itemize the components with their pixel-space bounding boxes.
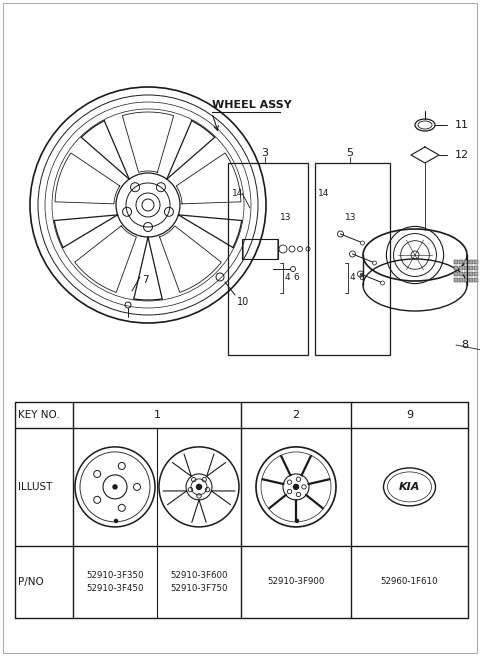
Text: 3: 3	[262, 148, 268, 158]
Text: 52910-3F600
52910-3F750: 52910-3F600 52910-3F750	[170, 571, 228, 593]
Text: 4: 4	[285, 274, 290, 283]
Text: 9: 9	[406, 410, 413, 420]
Bar	[454, 260, 457, 264]
Bar	[469, 272, 472, 276]
Bar	[454, 272, 457, 276]
Bar	[474, 266, 478, 270]
Bar	[459, 260, 463, 264]
Text: 52910-3F900: 52910-3F900	[267, 577, 324, 586]
Bar	[459, 277, 463, 282]
Text: 52960-1F610: 52960-1F610	[381, 577, 438, 586]
Bar	[454, 266, 457, 270]
Bar	[474, 272, 478, 276]
Bar	[469, 277, 472, 282]
Text: 10: 10	[237, 297, 249, 307]
Bar	[459, 272, 463, 276]
Text: 2: 2	[292, 410, 300, 420]
Text: 13: 13	[345, 213, 357, 222]
Bar	[459, 266, 463, 270]
Circle shape	[296, 520, 299, 522]
Text: 5: 5	[347, 148, 353, 158]
Bar	[454, 277, 457, 282]
Text: 6: 6	[293, 274, 299, 283]
Text: 6: 6	[358, 274, 364, 283]
Bar	[228, 163, 308, 355]
Bar	[469, 266, 472, 270]
Circle shape	[196, 484, 202, 489]
Bar	[464, 266, 468, 270]
Bar	[474, 277, 478, 282]
Text: 52910-3F350
52910-3F450: 52910-3F350 52910-3F450	[86, 571, 144, 593]
Text: 11: 11	[455, 120, 469, 130]
Text: KIA: KIA	[399, 482, 420, 492]
Text: P/NO: P/NO	[18, 577, 44, 587]
Bar	[464, 260, 468, 264]
Text: WHEEL ASSY: WHEEL ASSY	[212, 100, 292, 110]
Circle shape	[113, 485, 117, 489]
Text: 14: 14	[232, 188, 243, 197]
Text: 13: 13	[280, 213, 291, 222]
Circle shape	[115, 520, 118, 522]
Bar	[474, 260, 478, 264]
Bar	[464, 277, 468, 282]
Text: 7: 7	[142, 275, 149, 285]
Text: 8: 8	[461, 340, 468, 350]
Text: 14: 14	[318, 188, 329, 197]
Bar	[242, 239, 278, 259]
Text: 4: 4	[350, 274, 356, 283]
Text: KEY NO.: KEY NO.	[18, 410, 60, 420]
Text: 1: 1	[154, 410, 160, 420]
Text: ILLUST: ILLUST	[18, 482, 52, 492]
Bar	[315, 163, 390, 355]
Bar	[469, 260, 472, 264]
Text: 12: 12	[455, 150, 469, 160]
Circle shape	[293, 484, 299, 489]
Bar	[464, 272, 468, 276]
